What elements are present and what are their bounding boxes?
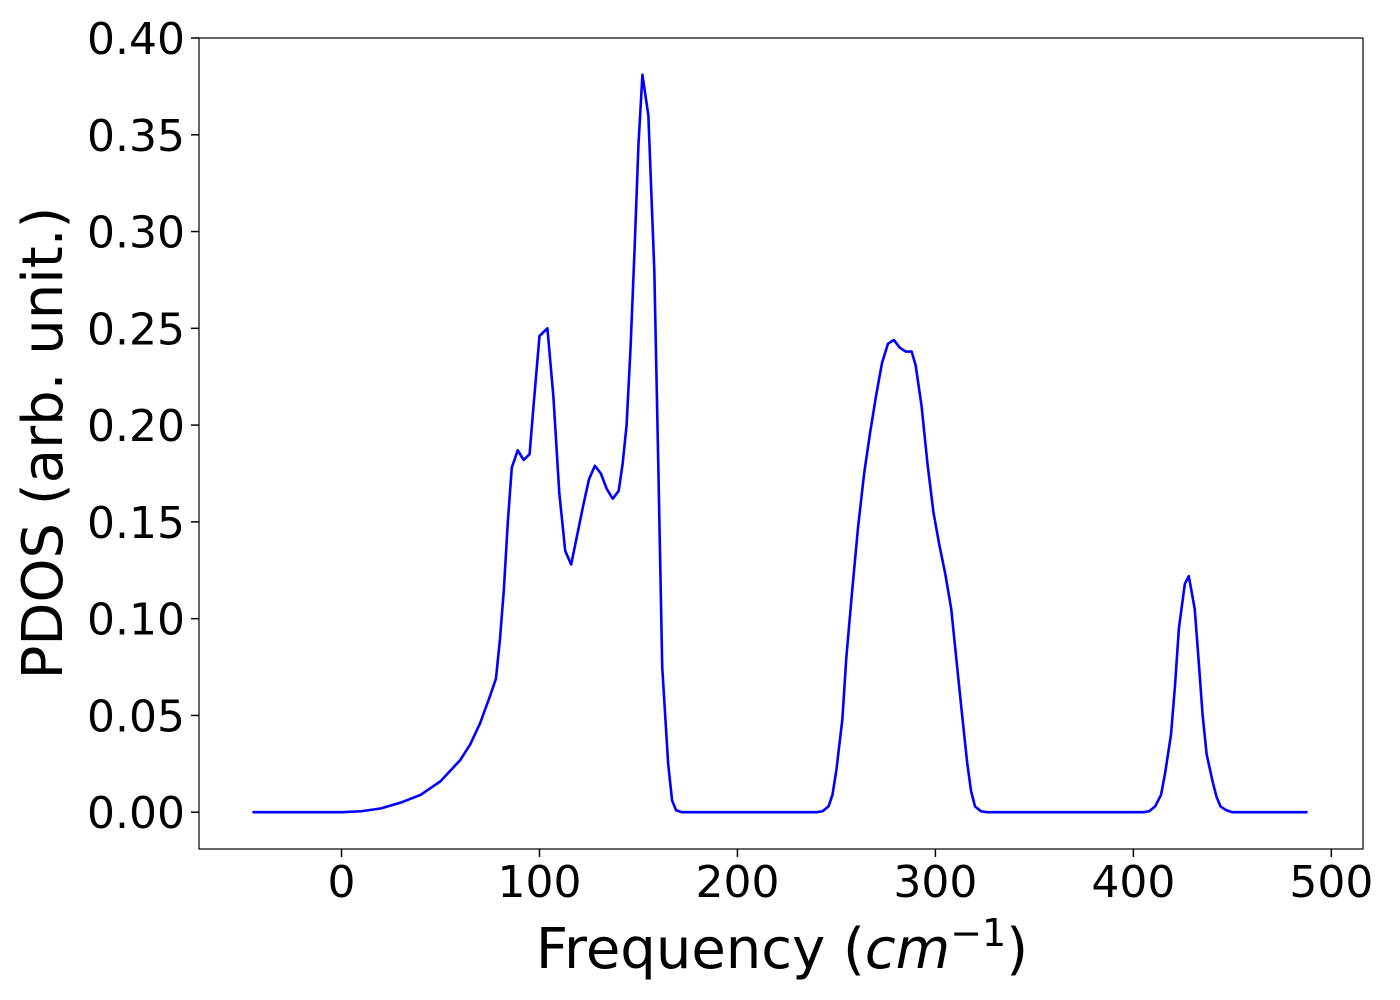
y-tick-label: 0.10 (87, 595, 185, 646)
y-tick-label: 0.05 (87, 691, 185, 742)
y-tick-label: 0.25 (87, 304, 185, 355)
y-tick-label: 0.35 (87, 111, 185, 162)
pdos-line (252, 73, 1308, 814)
x-tick-label: 200 (695, 857, 779, 908)
y-axis-label: PDOS (arb. unit.) (11, 207, 76, 680)
y-tick-label: 0.20 (87, 401, 185, 452)
x-axis-label: Frequency (cm−1) (536, 911, 1028, 982)
x-tick-label: 0 (328, 857, 356, 908)
x-label-math: cm (865, 917, 950, 982)
x-label-sup: −1 (950, 911, 1006, 955)
y-tick-label: 0.15 (87, 498, 185, 549)
y-tick-label: 0.40 (87, 14, 185, 65)
x-label-close: ) (1006, 917, 1028, 982)
x-tick-label: 400 (1091, 857, 1175, 908)
x-label-text: Frequency ( (536, 917, 865, 982)
x-tick-label: 300 (893, 857, 977, 908)
plot-frame (198, 37, 1364, 850)
x-tick-label: 100 (497, 857, 581, 908)
x-tick-label: 500 (1289, 857, 1373, 908)
y-tick-label: 0.00 (87, 788, 185, 839)
y-tick-label: 0.30 (87, 208, 185, 259)
